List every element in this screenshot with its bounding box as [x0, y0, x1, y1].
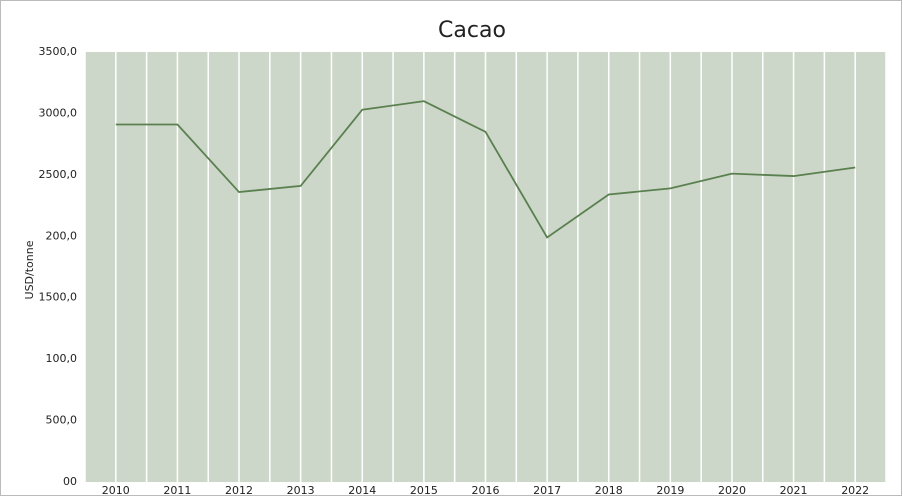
x-tick-label: 2016	[472, 484, 500, 497]
data-line	[115, 100, 856, 239]
y-tick-label: 1500,0	[39, 291, 78, 304]
x-tick-label: 2017	[533, 484, 561, 497]
x-tick-label: 2020	[718, 484, 746, 497]
y-axis-label: USD/tonne	[23, 240, 36, 299]
x-tick-label: 2019	[656, 484, 684, 497]
chart-title: Cacao	[438, 18, 506, 43]
x-tick-label: 2011	[163, 484, 191, 497]
y-tick-label: 00	[63, 475, 77, 488]
x-tick-label: 2014	[348, 484, 376, 497]
y-tick-label: 3000,0	[39, 106, 78, 119]
x-tick-label: 2021	[780, 484, 808, 497]
x-tick-label: 2018	[595, 484, 623, 497]
y-tick-label: 200,0	[46, 229, 78, 242]
x-tick-label: 2022	[841, 484, 869, 497]
x-tick-label: 2015	[410, 484, 438, 497]
x-tick-label: 2010	[102, 484, 130, 497]
y-tick-label: 500,0	[46, 414, 78, 427]
y-tick-label: 3500,0	[39, 45, 78, 58]
x-tick-label: 2013	[287, 484, 315, 497]
y-tick-label: 100,0	[46, 352, 78, 365]
x-tick-label: 2012	[225, 484, 253, 497]
y-tick-label: 2500,0	[39, 168, 78, 181]
